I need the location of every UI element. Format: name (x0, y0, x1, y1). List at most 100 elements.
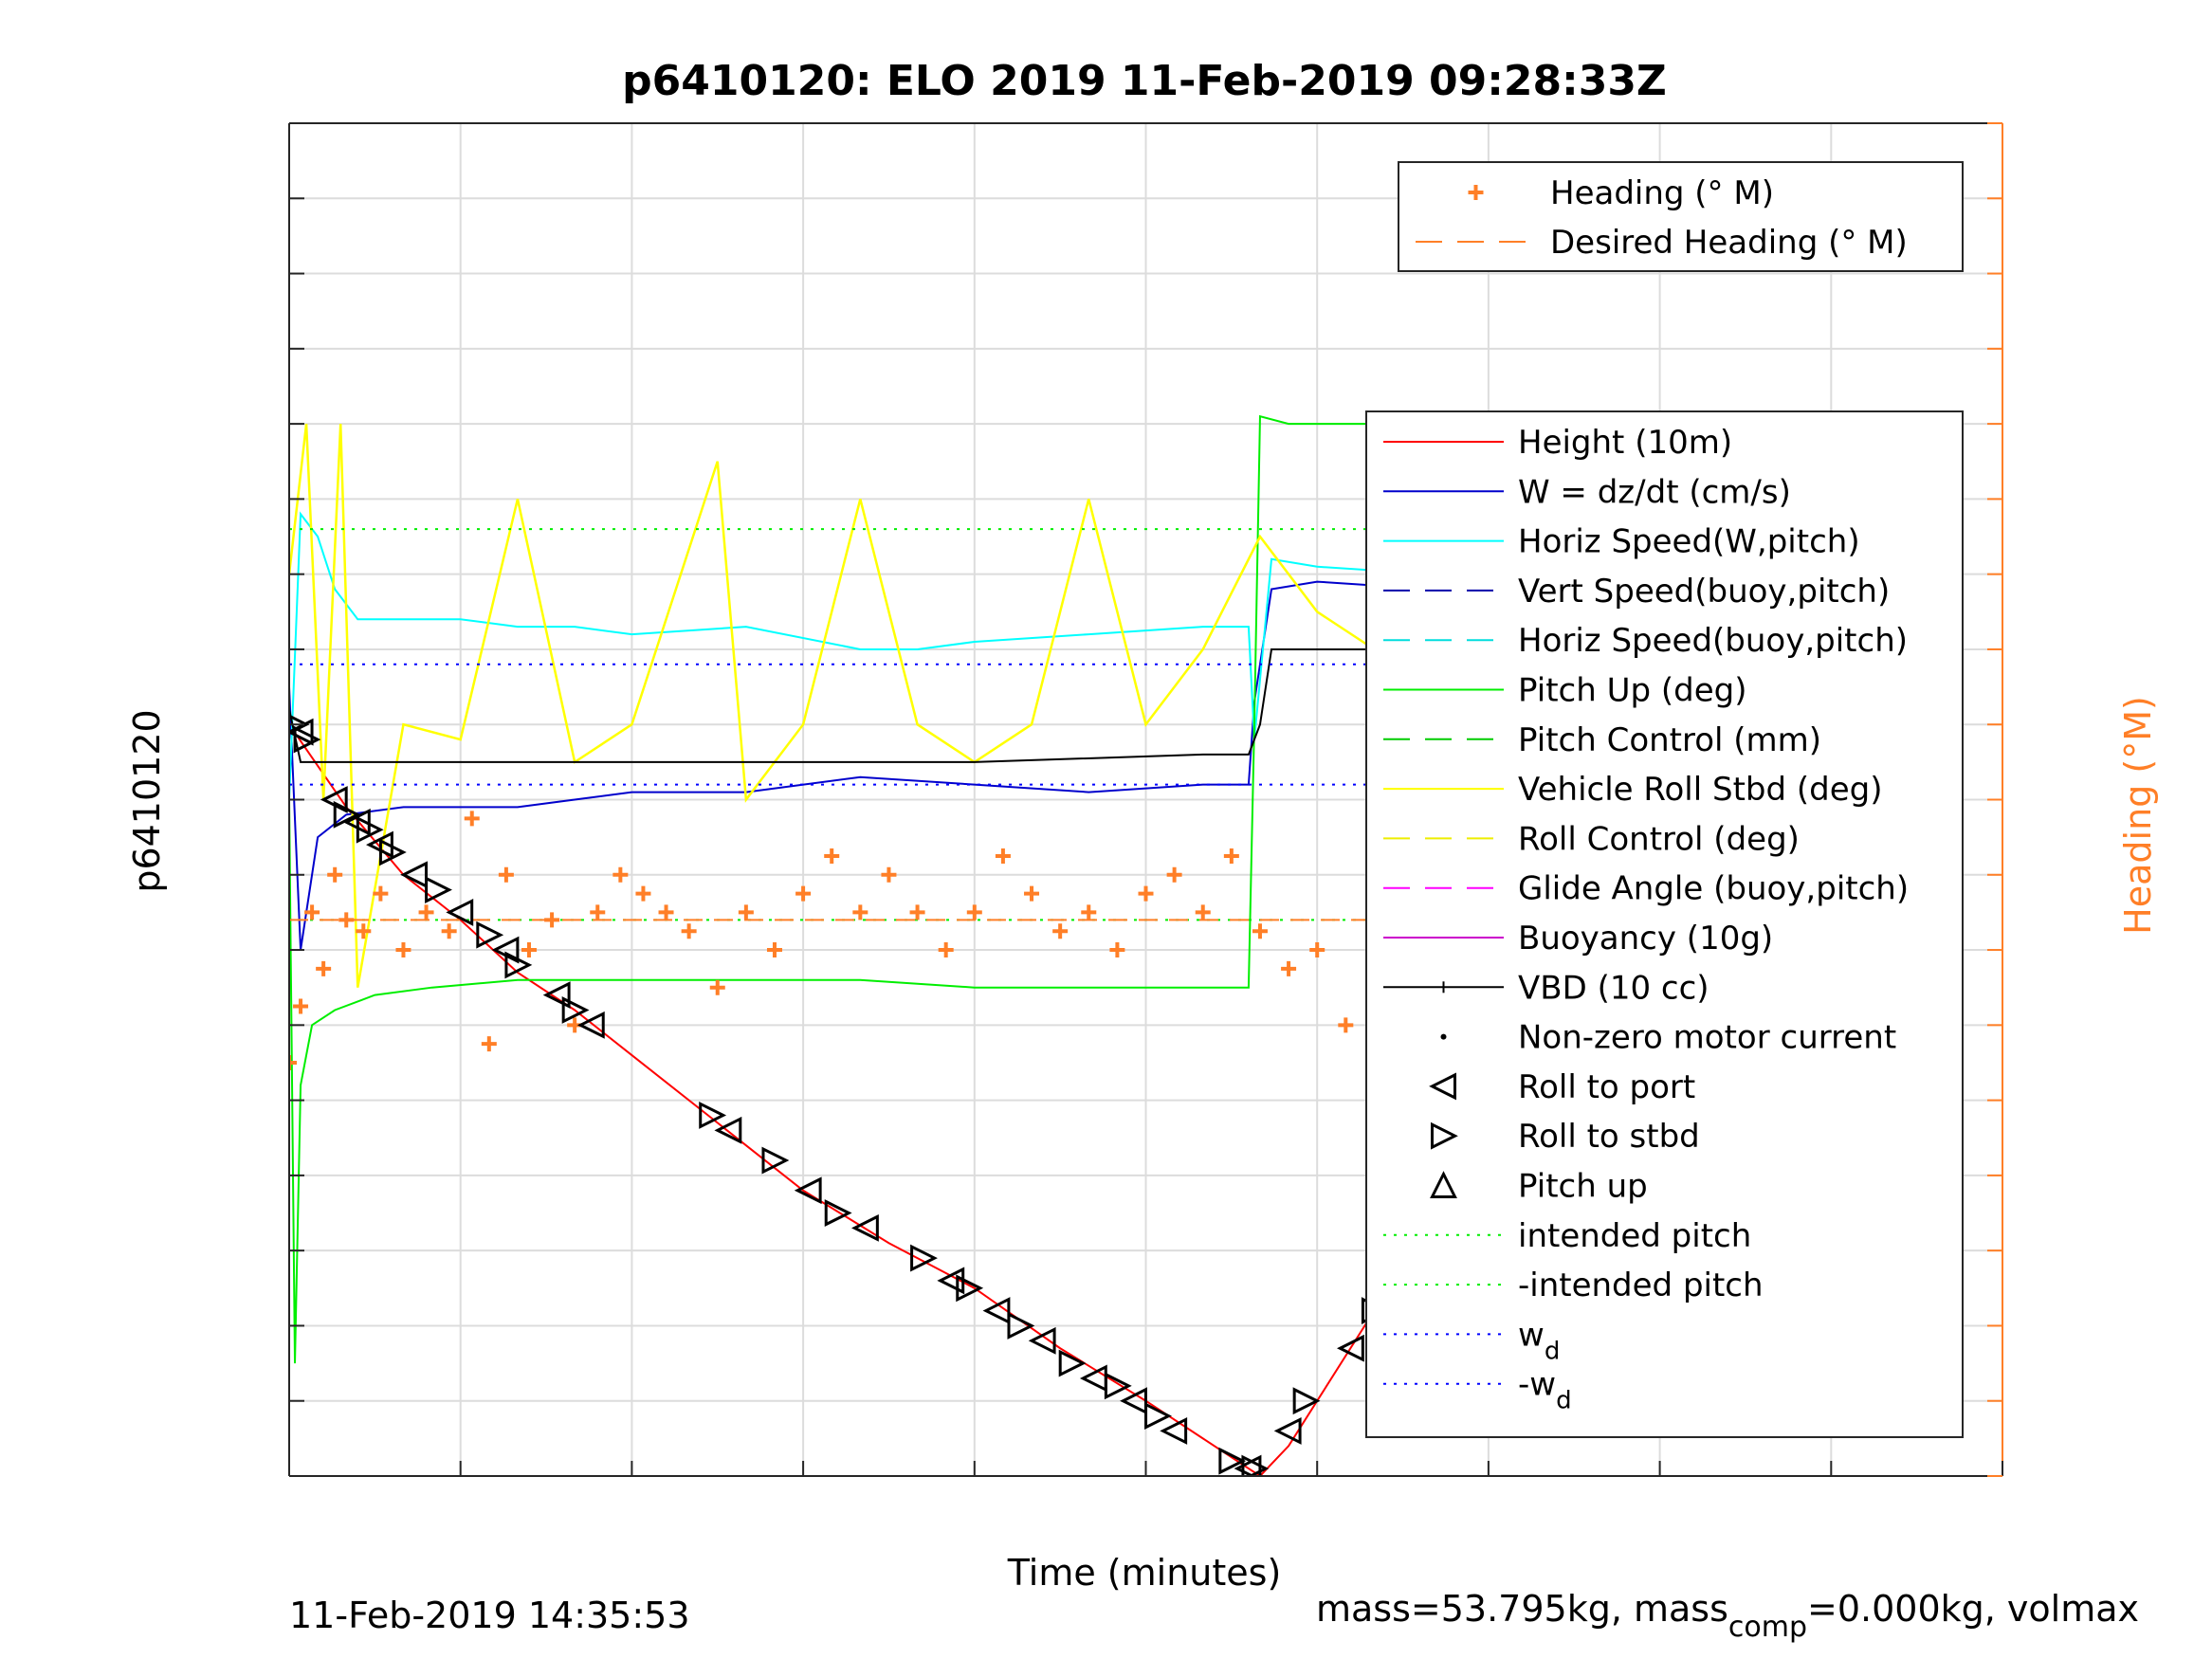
heading-point (544, 912, 560, 928)
legend-label-text: Glide Angle (buoy,pitch) (1518, 870, 1909, 908)
heading-point (1109, 942, 1125, 958)
heading-point (938, 942, 954, 958)
legend-label-text: Desired Heading (° M) (1550, 224, 1908, 262)
legend-label-text: W = dz/dt (cm/s) (1518, 473, 1791, 511)
legend-label: Pitch Up (deg) (1518, 672, 1746, 710)
roll-marker-point (425, 876, 452, 904)
roll-marker-point (851, 1213, 879, 1242)
heading-point (635, 885, 651, 902)
legend-label: Desired Heading (° M) (1550, 224, 1908, 262)
roll-marker-point (356, 815, 384, 844)
legend-label: intended pitch (1518, 1217, 1751, 1255)
roll-marker-point (982, 1297, 1011, 1325)
roll-marker-point (699, 1102, 727, 1129)
roll-marker-point (1160, 1417, 1188, 1445)
legend-label: Roll to stbd (1518, 1118, 1700, 1156)
heading-point (464, 811, 480, 827)
legend-label-text: intended pitch (1518, 1217, 1751, 1255)
heading-point (1081, 904, 1097, 921)
legend-label: Buoyancy (10g) (1518, 920, 1773, 957)
roll-marker-point (293, 725, 321, 754)
legend-label-subscript: d (1545, 1337, 1561, 1365)
legend-label-text: Pitch up (1518, 1168, 1648, 1206)
legend-swatch (1468, 185, 1484, 200)
heading-point (824, 848, 840, 864)
heading-point (909, 904, 925, 921)
roll-marker-point (824, 1199, 852, 1227)
heading-point (418, 904, 434, 921)
heading-point (681, 923, 697, 939)
legend-label-text: Non-zero motor current (1518, 1019, 1896, 1057)
legend-heading: Heading (° M) Desired Heading (° M) (1398, 161, 1964, 272)
heading-point (590, 904, 606, 921)
heading-point (304, 904, 320, 921)
heading-point (852, 904, 868, 921)
roll-marker-point (476, 921, 504, 949)
heading-point (738, 904, 754, 921)
ticks-layer (288, 122, 2003, 1477)
legend-label-text: Height (10m) (1518, 424, 1732, 462)
roll-marker-point (1336, 1334, 1364, 1362)
chart-title: p6410120: ELO 2019 11-Feb-2019 09:28:33Z (622, 57, 1667, 105)
legend-swatch (1431, 1121, 1458, 1150)
roll-marker-point (794, 1176, 822, 1205)
legend-label-subscript: d (1556, 1387, 1572, 1415)
legend-label: -intended pitch (1518, 1267, 1764, 1304)
heading-point (766, 942, 782, 958)
roll-marker-point (542, 981, 571, 1010)
footer-mass-sub: comp (1728, 1611, 1807, 1644)
heading-point (327, 866, 343, 883)
legend-label: W = dz/dt (cm/s) (1518, 473, 1791, 511)
footer-mass-rest: =0.000kg, volmax (1807, 1588, 2139, 1630)
roll-marker-point (1028, 1326, 1056, 1355)
heading-point (338, 912, 355, 928)
heading-point (1195, 904, 1211, 921)
legend-main: Height (10m) W = dz/dt (cm/s) Horiz Speed(… (1365, 410, 1964, 1438)
legend-label-text: -w (1518, 1366, 1556, 1404)
heading-point (289, 1054, 297, 1070)
legend-label: Heading (° M) (1550, 174, 1774, 212)
roll-marker-point (446, 898, 474, 926)
legend-label-text: Roll to port (1518, 1068, 1695, 1106)
roll-marker-point (910, 1244, 938, 1272)
legend-swatch (1440, 1033, 1447, 1040)
legend-label-text: Pitch Up (deg) (1518, 672, 1746, 710)
heading-point (1223, 848, 1239, 864)
heading-point (1252, 923, 1268, 939)
heading-point (521, 942, 537, 958)
legend-label-text: Buoyancy (10g) (1518, 920, 1773, 957)
legend-swatch (1430, 1171, 1457, 1198)
footer-mass: mass=53.795kg, masscomp=0.000kg, volmax (1316, 1588, 2139, 1644)
legend-label: Roll to port (1518, 1068, 1695, 1106)
legend-label: -wd (1518, 1366, 1572, 1415)
legend-label: wd (1518, 1316, 1560, 1365)
legend-label: Non-zero motor current (1518, 1019, 1896, 1057)
legend-box (1365, 410, 1964, 1438)
roll-marker-point (714, 1116, 742, 1144)
heading-point (995, 848, 1011, 864)
roll-marker-point (378, 838, 407, 866)
roll-marker-point (1292, 1387, 1321, 1415)
legend-label-text: Vehicle Roll Stbd (deg) (1518, 771, 1883, 809)
legend-label: Height (10m) (1518, 424, 1732, 462)
roll-marker-point (1058, 1349, 1087, 1377)
heading-point (795, 885, 812, 902)
roll-marker-point (504, 951, 533, 979)
legend-label: Roll Control (deg) (1518, 820, 1800, 858)
roll-marker-point (561, 996, 590, 1024)
heading-point (498, 866, 514, 883)
legend-label: Vehicle Roll Stbd (deg) (1518, 771, 1883, 809)
roll-marker-point (1120, 1387, 1147, 1415)
legend-label: Pitch Control (mm) (1518, 721, 1821, 759)
heading-point (658, 904, 674, 921)
roll-marker-point (400, 861, 429, 889)
legend-label-text: Horiz Speed(buoy,pitch) (1518, 622, 1908, 660)
heading-point (966, 904, 982, 921)
roll-marker-point (289, 718, 314, 746)
heading-point (1281, 960, 1297, 976)
heading-point (293, 998, 309, 1014)
legend-label-text: -intended pitch (1518, 1267, 1764, 1304)
legend-box (1398, 161, 1964, 272)
heading-point (316, 960, 332, 976)
